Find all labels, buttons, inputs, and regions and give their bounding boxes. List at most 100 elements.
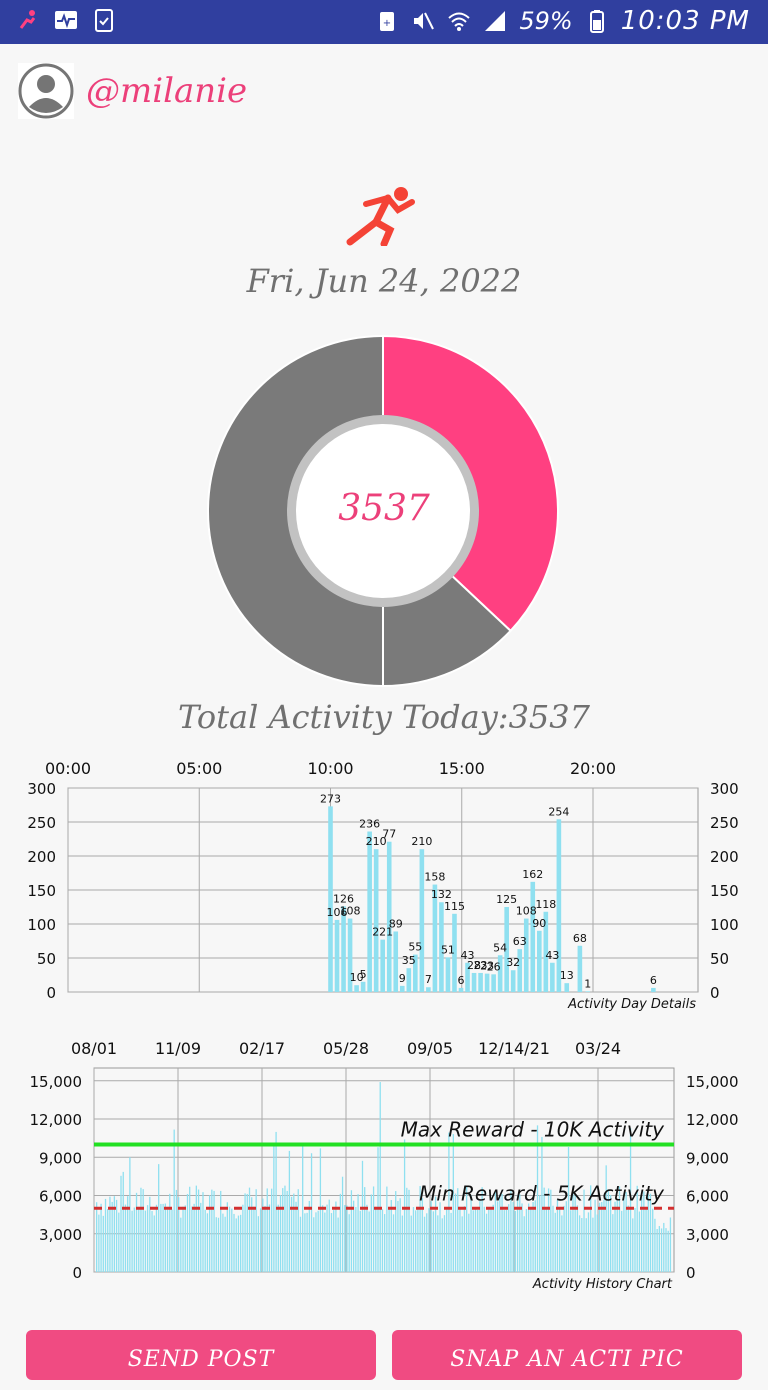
history-bar bbox=[572, 1187, 574, 1272]
history-bar bbox=[222, 1213, 224, 1272]
history-bar bbox=[441, 1218, 443, 1272]
history-bar bbox=[321, 1205, 324, 1272]
history-bar bbox=[379, 1082, 381, 1272]
history-bar bbox=[111, 1201, 113, 1272]
history-bar bbox=[259, 1208, 262, 1272]
notification-icons bbox=[16, 8, 116, 32]
day-bar-label: 77 bbox=[382, 828, 396, 841]
day-bar-label: 13 bbox=[560, 969, 574, 982]
day-bar bbox=[537, 930, 542, 992]
history-bar bbox=[100, 1203, 102, 1272]
history-bar bbox=[388, 1207, 390, 1272]
history-bar bbox=[585, 1218, 587, 1272]
history-bar bbox=[576, 1205, 579, 1272]
history-bar bbox=[647, 1193, 649, 1272]
history-bar bbox=[186, 1194, 189, 1272]
day-bar bbox=[399, 985, 405, 992]
history-bar bbox=[206, 1213, 209, 1272]
history-bar bbox=[275, 1131, 277, 1272]
history-bar bbox=[235, 1218, 237, 1272]
history-bar bbox=[654, 1218, 656, 1272]
history-bar bbox=[266, 1188, 268, 1272]
history-bar bbox=[632, 1218, 634, 1272]
day-bar bbox=[491, 974, 496, 992]
history-bar bbox=[348, 1214, 350, 1272]
history-bar bbox=[621, 1210, 623, 1272]
history-bar bbox=[390, 1200, 392, 1272]
history-bar bbox=[541, 1136, 543, 1272]
history-bar bbox=[472, 1210, 474, 1272]
day-bar bbox=[510, 970, 516, 992]
history-bar bbox=[399, 1198, 401, 1272]
send-post-button[interactable]: SEND POST bbox=[26, 1330, 376, 1380]
day-bar bbox=[354, 985, 359, 992]
day-bar-label: 132 bbox=[431, 888, 452, 901]
history-bar bbox=[197, 1189, 200, 1272]
history-y-tick-left: 12,000 bbox=[30, 1111, 83, 1129]
history-bar bbox=[408, 1189, 410, 1272]
history-bar bbox=[525, 1209, 528, 1272]
history-bar bbox=[189, 1186, 191, 1272]
history-bar bbox=[242, 1204, 244, 1272]
history-bar bbox=[601, 1202, 603, 1272]
history-bar bbox=[364, 1187, 366, 1272]
history-bar bbox=[479, 1200, 481, 1272]
day-bar-label: 6 bbox=[458, 974, 465, 987]
day-y-tick-left: 0 bbox=[46, 984, 56, 1002]
history-bar bbox=[240, 1214, 242, 1272]
history-bar bbox=[310, 1153, 313, 1272]
day-bar bbox=[360, 981, 366, 992]
history-bar bbox=[135, 1192, 138, 1272]
day-bar-label: 68 bbox=[573, 932, 587, 945]
history-bar bbox=[510, 1189, 512, 1272]
day-bar bbox=[458, 987, 464, 992]
history-bar bbox=[107, 1209, 109, 1272]
history-bar bbox=[528, 1203, 530, 1272]
day-bar bbox=[334, 919, 340, 992]
history-bar bbox=[430, 1201, 432, 1272]
history-bar bbox=[663, 1222, 665, 1272]
history-x-tick: 09/05 bbox=[407, 1039, 453, 1058]
history-bar bbox=[202, 1192, 204, 1272]
day-bar-label: 162 bbox=[522, 868, 543, 881]
battery-percent: 59% bbox=[519, 7, 573, 35]
history-bar bbox=[341, 1176, 344, 1272]
history-bar bbox=[142, 1189, 144, 1272]
history-bar bbox=[193, 1203, 195, 1272]
history-bar bbox=[667, 1230, 669, 1272]
snap-pic-button[interactable]: SNAP AN ACTI PIC bbox=[392, 1330, 742, 1380]
day-bar-label: 1 bbox=[584, 977, 591, 990]
history-bar bbox=[151, 1211, 153, 1272]
history-bar bbox=[271, 1188, 273, 1272]
day-bar bbox=[419, 849, 425, 992]
history-bar bbox=[109, 1196, 111, 1272]
history-bar bbox=[567, 1147, 570, 1272]
day-y-tick-right: 200 bbox=[710, 848, 739, 866]
day-bar-label: 118 bbox=[535, 898, 556, 911]
status-bar: + 59% 10:03 PM bbox=[0, 0, 768, 44]
day-bar-label: 23 bbox=[474, 959, 488, 972]
history-bar bbox=[213, 1190, 215, 1272]
day-bar-label: 108 bbox=[516, 905, 537, 918]
day-bar-label: 106 bbox=[327, 906, 348, 919]
day-bar bbox=[439, 902, 444, 992]
day-bar bbox=[484, 973, 490, 992]
history-bar bbox=[375, 1206, 377, 1272]
activity-donut-chart bbox=[207, 334, 560, 688]
history-bar bbox=[583, 1189, 585, 1272]
history-bar bbox=[129, 1157, 131, 1272]
history-bar bbox=[352, 1200, 355, 1272]
history-bar bbox=[578, 1215, 581, 1272]
history-bar bbox=[501, 1193, 503, 1272]
history-bar bbox=[140, 1187, 142, 1272]
day-y-tick-left: 300 bbox=[27, 780, 56, 798]
history-bar bbox=[160, 1203, 162, 1272]
history-bar bbox=[448, 1132, 450, 1272]
avatar-icon[interactable] bbox=[18, 63, 74, 119]
day-bar bbox=[530, 881, 536, 992]
day-bar bbox=[478, 972, 483, 992]
history-bar bbox=[516, 1195, 519, 1272]
history-bar bbox=[439, 1202, 441, 1272]
history-bar bbox=[127, 1196, 129, 1272]
history-bar bbox=[146, 1205, 149, 1272]
